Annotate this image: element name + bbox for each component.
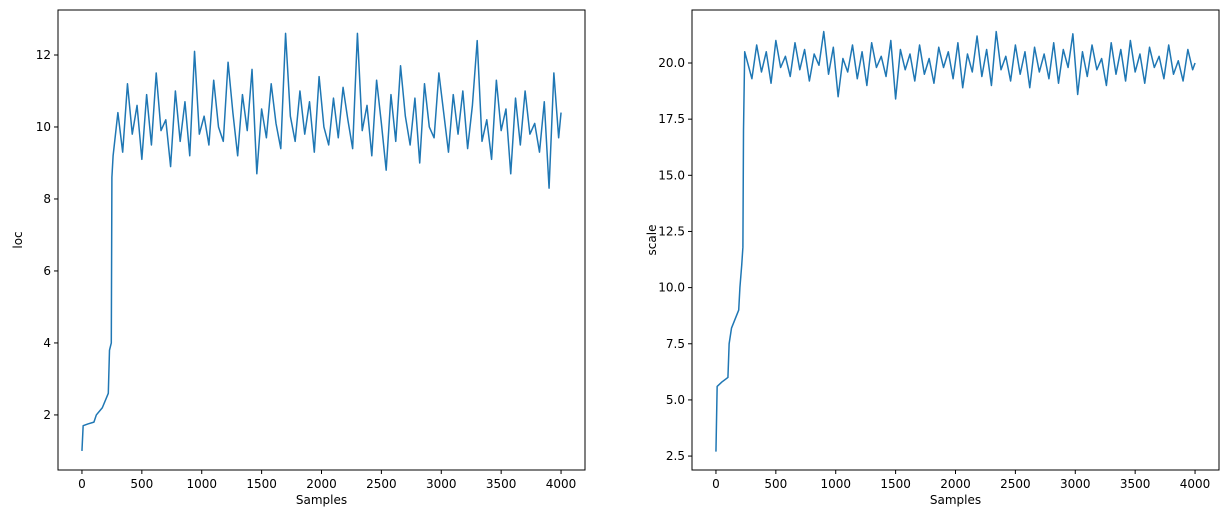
x-tick-label: 0	[78, 477, 86, 491]
y-tick-label: 2.5	[666, 449, 685, 463]
x-axis-label: Samples	[296, 493, 347, 507]
x-tick-label: 4000	[546, 477, 577, 491]
x-tick-label: 3000	[1060, 477, 1091, 491]
x-tick-label: 4000	[1180, 477, 1211, 491]
y-tick-label: 7.5	[666, 337, 685, 351]
x-tick-label: 500	[130, 477, 153, 491]
x-tick-label: 3500	[1120, 477, 1151, 491]
y-tick-label: 10.0	[658, 281, 685, 295]
x-tick-label: 2000	[306, 477, 337, 491]
x-tick-label: 1000	[820, 477, 851, 491]
y-tick-label: 4	[43, 336, 51, 350]
y-tick-label: 12.5	[658, 224, 685, 238]
y-tick-label: 8	[43, 192, 51, 206]
x-tick-label: 1500	[880, 477, 911, 491]
y-tick-label: 15.0	[658, 168, 685, 182]
x-tick-label: 1500	[246, 477, 277, 491]
y-tick-label: 5.0	[666, 393, 685, 407]
y-tick-label: 20.0	[658, 56, 685, 70]
subplot: 0 500 1000 1500 2000 2500 3000 3500 4000 2 4 6 8 10 12…	[11, 9, 586, 507]
y-axis-label: scale	[645, 225, 659, 256]
subplot: 0 500 1000 1500 2000 2500 3000 3500 4000 2.5 5.0 7.…	[645, 9, 1220, 507]
y-axis-label: loc	[11, 231, 25, 248]
x-tick-label: 2500	[1000, 477, 1031, 491]
y-tick-label: 17.5	[658, 112, 685, 126]
y-tick-label: 12	[36, 48, 51, 62]
x-tick-label: 2500	[366, 477, 397, 491]
y-tick-label: 2	[43, 408, 51, 422]
axes-frame	[691, 9, 1220, 471]
x-axis-label: Samples	[930, 493, 981, 507]
trace-line	[715, 30, 1196, 452]
x-tick-label: 3500	[486, 477, 517, 491]
axes-frame	[57, 9, 586, 471]
x-tick-label: 1000	[186, 477, 217, 491]
y-tick-label: 10	[36, 120, 51, 134]
x-tick-label: 3000	[426, 477, 457, 491]
trace-line	[81, 32, 562, 451]
x-tick-label: 2000	[940, 477, 971, 491]
y-tick-label: 6	[43, 264, 51, 278]
x-tick-label: 0	[712, 477, 720, 491]
x-tick-label: 500	[764, 477, 787, 491]
